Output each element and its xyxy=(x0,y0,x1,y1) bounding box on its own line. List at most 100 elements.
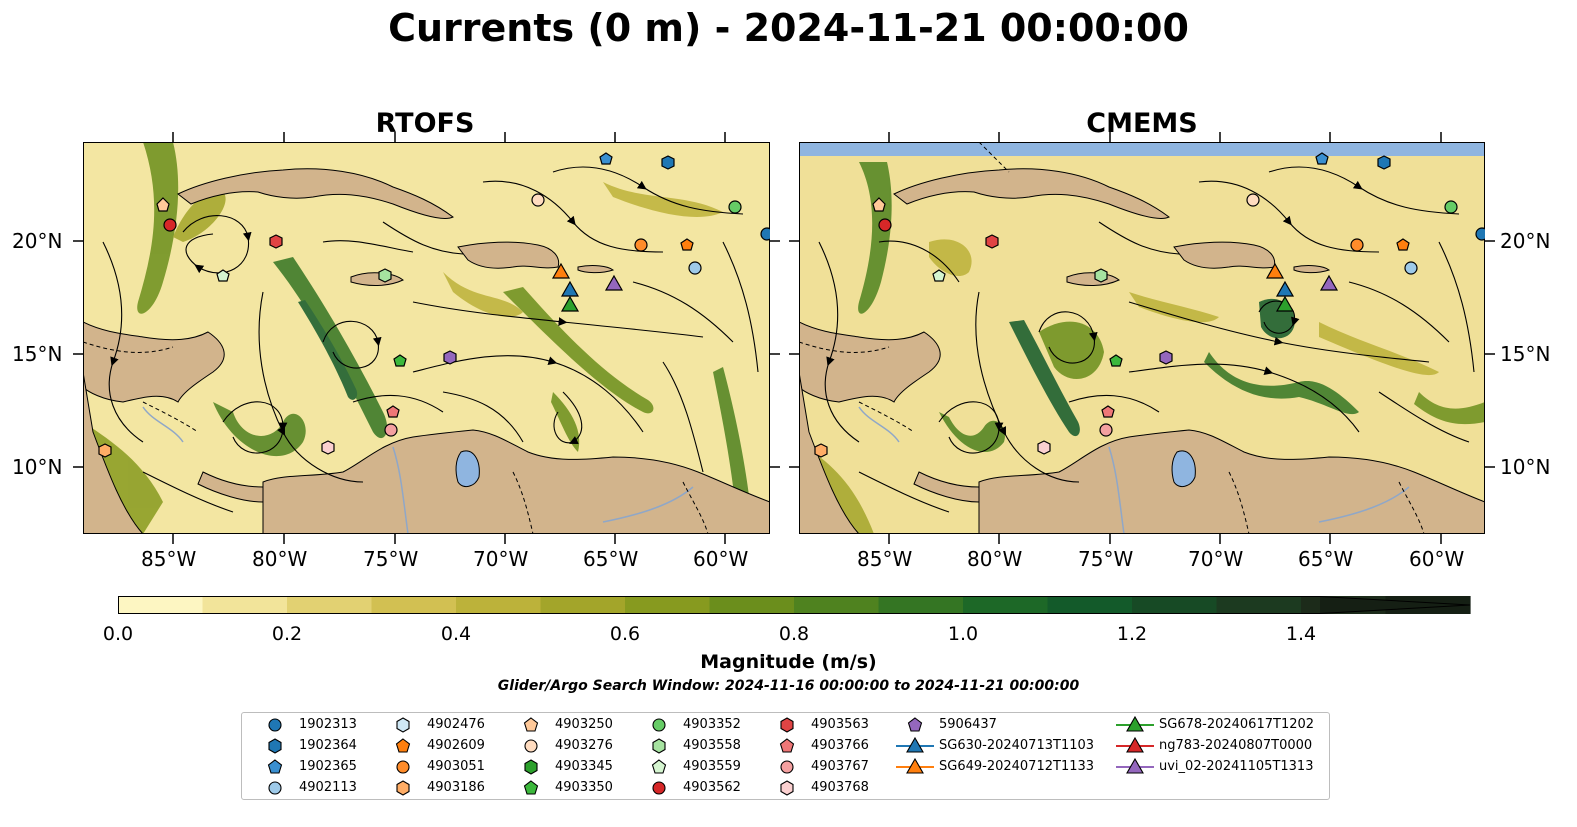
colorbar-segment xyxy=(540,596,626,614)
colorbar-tick-label: 1.0 xyxy=(947,623,979,645)
legend-marker-icon xyxy=(896,736,934,753)
legend-marker-icon xyxy=(652,781,666,795)
legend-marker-icon xyxy=(523,717,539,732)
legend-marker-icon xyxy=(396,717,410,733)
legend-label: 4903276 xyxy=(555,738,613,753)
legend-label: 4902476 xyxy=(427,717,485,732)
legend-label: 4903562 xyxy=(683,780,741,795)
lon-tick-label: 70°W xyxy=(1188,547,1244,571)
map-panel-cmems xyxy=(799,142,1485,534)
colorbar-segment xyxy=(202,596,288,614)
legend-label: SG678-20240617T1202 xyxy=(1159,717,1315,732)
colorbar-tick-label: 1.2 xyxy=(1116,623,1148,645)
legend-label: 4902113 xyxy=(299,780,357,795)
legend-marker-icon xyxy=(780,780,794,796)
legend-label: 1902364 xyxy=(299,738,357,753)
legend-marker-icon xyxy=(651,759,667,774)
colorbar-tick-label: 0.6 xyxy=(609,623,641,645)
colorbar-segment xyxy=(287,596,373,614)
legend-marker-icon xyxy=(780,760,794,774)
lat-tick-label: 15°N xyxy=(1500,342,1551,366)
colorbar-segment xyxy=(456,596,542,614)
legend-marker-icon xyxy=(652,718,666,732)
legend-label: 4903350 xyxy=(555,780,613,795)
lat-tick-label: 15°N xyxy=(12,342,63,366)
colorbar-segment xyxy=(1132,596,1218,614)
legend-label: SG630-20240713T1103 xyxy=(939,738,1095,753)
colorbar-tick-label: 0.4 xyxy=(440,623,472,645)
colorbar-segment xyxy=(963,596,1049,614)
legend-marker-icon xyxy=(1116,757,1154,774)
legend-label: 4903768 xyxy=(811,780,869,795)
colorbar xyxy=(118,596,1471,614)
legend-marker-icon xyxy=(1116,736,1154,753)
lon-tick-label: 85°W xyxy=(857,547,913,571)
colorbar-segment xyxy=(1047,596,1133,614)
colorbar-extend-arrow xyxy=(1320,596,1470,614)
legend: 1902313 1902364 1902365 4902113 4902476 49026… xyxy=(241,712,1330,800)
legend-marker-icon xyxy=(268,738,282,754)
legend-label: SG649-20240712T1133 xyxy=(939,759,1095,774)
lon-tick-label: 75°W xyxy=(1078,547,1134,571)
colorbar-segment xyxy=(878,596,964,614)
legend-marker-icon xyxy=(268,781,282,795)
colorbar-tick-label: 1.4 xyxy=(1285,623,1317,645)
lon-tick-label: 85°W xyxy=(141,547,197,571)
lat-tick-label: 10°N xyxy=(1500,455,1551,479)
lon-tick-label: 65°W xyxy=(1298,547,1354,571)
colorbar-tick-label: 0.8 xyxy=(778,623,810,645)
panel-title-cmems: CMEMS xyxy=(1086,108,1198,139)
legend-marker-icon xyxy=(779,738,795,753)
legend-label: 4903767 xyxy=(811,759,869,774)
colorbar-segment xyxy=(709,596,795,614)
legend-label: 4903563 xyxy=(811,717,869,732)
legend-marker-icon xyxy=(907,717,923,732)
legend-marker-icon xyxy=(780,717,794,733)
colorbar-segment xyxy=(625,596,711,614)
colorbar-segment xyxy=(371,596,457,614)
colorbar-segment xyxy=(118,596,204,614)
legend-marker-icon xyxy=(268,718,282,732)
legend-label: 5906437 xyxy=(939,717,997,732)
lon-tick-label: 80°W xyxy=(252,547,308,571)
legend-label: 4903352 xyxy=(683,717,741,732)
colorbar-label: Magnitude (m/s) xyxy=(700,651,877,673)
legend-label: ng783-20240807T0000 xyxy=(1159,738,1313,753)
legend-label: 1902313 xyxy=(299,717,357,732)
legend-marker-icon xyxy=(523,780,539,795)
lon-tick-label: 70°W xyxy=(473,547,529,571)
legend-label: 4903558 xyxy=(683,738,741,753)
lat-tick-label: 20°N xyxy=(12,229,63,253)
legend-marker-icon xyxy=(396,780,410,796)
lon-tick-label: 75°W xyxy=(363,547,419,571)
lon-tick-label: 65°W xyxy=(583,547,639,571)
legend-marker-icon xyxy=(524,739,538,753)
legend-marker-icon xyxy=(896,757,934,774)
figure-title: Currents (0 m) - 2024-11-21 00:00:00 xyxy=(388,6,1189,50)
lon-tick-label: 60°W xyxy=(693,547,749,571)
legend-marker-icon xyxy=(396,760,410,774)
legend-marker-icon xyxy=(267,759,283,774)
lat-tick-label: 10°N xyxy=(12,455,63,479)
legend-label: 4902609 xyxy=(427,738,485,753)
legend-label: uvi_02-20241105T1313 xyxy=(1159,759,1314,774)
legend-label: 4903186 xyxy=(427,780,485,795)
colorbar-segment xyxy=(794,596,880,614)
colorbar-tick-label: 0.0 xyxy=(102,623,134,645)
legend-label: 4903345 xyxy=(555,759,613,774)
lon-tick-label: 80°W xyxy=(967,547,1023,571)
search-window-text: Glider/Argo Search Window: 2024-11-16 00… xyxy=(497,678,1080,694)
lon-tick-label: 60°W xyxy=(1409,547,1465,571)
legend-label: 4903250 xyxy=(555,717,613,732)
legend-label: 4903559 xyxy=(683,759,741,774)
colorbar-outline xyxy=(118,596,1471,614)
legend-label: 1902365 xyxy=(299,759,357,774)
panel-title-rtofs: RTOFS xyxy=(375,108,475,139)
legend-marker-icon xyxy=(1116,715,1154,732)
legend-marker-icon xyxy=(652,738,666,754)
legend-marker-icon xyxy=(524,759,538,775)
legend-label: 4903766 xyxy=(811,738,869,753)
legend-label: 4903051 xyxy=(427,759,485,774)
map-panel-rtofs xyxy=(83,142,770,534)
lat-tick-label: 20°N xyxy=(1500,229,1551,253)
